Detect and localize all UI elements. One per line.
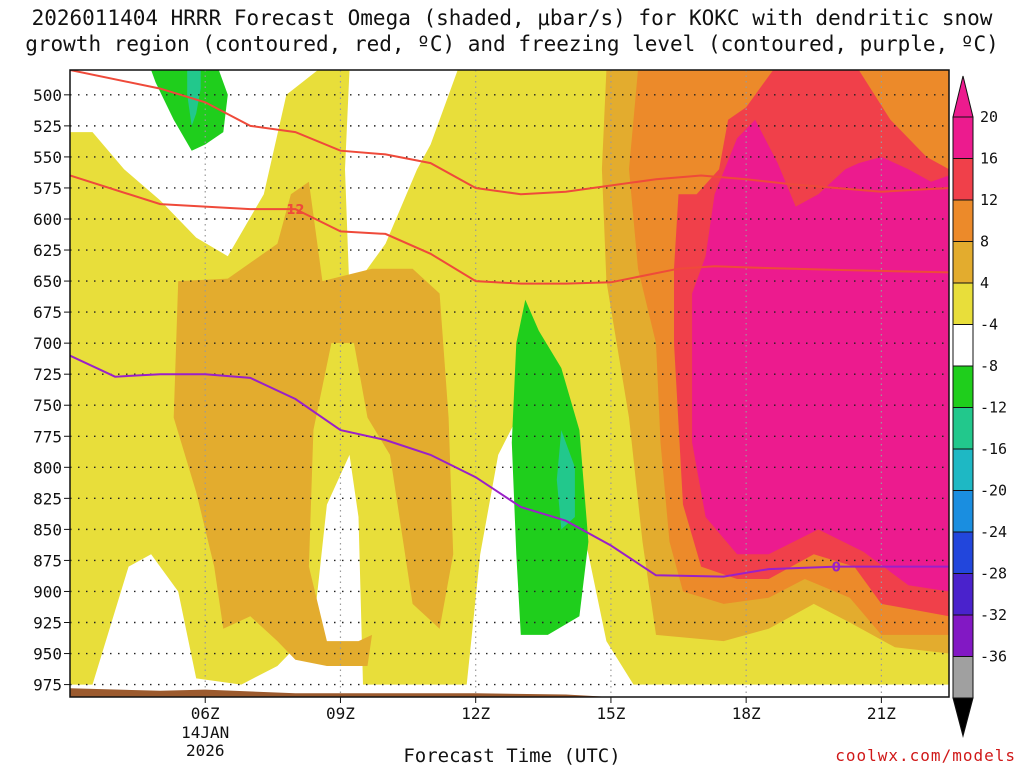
ytick-label-900: 900 (33, 582, 62, 601)
ground-terrain (70, 688, 611, 697)
credit-link[interactable]: coolwx.com/models (835, 746, 1016, 765)
omega-region-neg8-9 (556, 430, 575, 530)
colorbar-bottom-arrow (952, 697, 974, 738)
ytick-label-950: 950 (33, 645, 62, 664)
chart-title-line1: 2026011404 HRRR Forecast Omega (shaded, … (31, 6, 993, 30)
ytick-label-800: 800 (33, 458, 62, 477)
ytick-label-775: 775 (33, 427, 62, 446)
colorbar-label--36: -36 (980, 648, 1007, 666)
colorbar-label-20: 20 (980, 108, 998, 126)
ytick-label-650: 650 (33, 272, 62, 291)
xtick-label-06Z: 06Z (191, 704, 220, 723)
colorbar: 20 16 12 8 4 -4 -8 -12 -16 -20 -24 -28 -32 -36 (952, 75, 1007, 738)
colorbar-label-4: 4 (980, 274, 989, 292)
contour-dgz-lower (70, 174, 949, 285)
ytick-label-500: 500 (33, 86, 62, 105)
colorbar-band-zero (952, 324, 974, 367)
colorbar-label--20: -20 (980, 482, 1007, 500)
colorbar-label-16: 16 (980, 150, 998, 168)
ytick-label-550: 550 (33, 148, 62, 167)
chart-title-line2: growth region (contoured, red, ºC) and f… (25, 32, 999, 56)
colorbar-band-pos8 (952, 241, 974, 284)
contour-label-dgz-lower: 12 (286, 203, 304, 218)
ytick-label-975: 975 (33, 676, 62, 695)
ytick-label-700: 700 (33, 334, 62, 353)
xtick-label-21Z: 21Z (867, 704, 896, 723)
ytick-label-625: 625 (33, 241, 62, 260)
xtick-label-18Z: 18Z (732, 704, 761, 723)
colorbar-band-neg20 (952, 531, 974, 574)
colorbar-label--24: -24 (980, 523, 1007, 541)
ytick-label-600: 600 (33, 210, 62, 229)
colorbar-label--12: -12 (980, 399, 1007, 417)
ytick-label-750: 750 (33, 396, 62, 415)
xtick-label-12Z: 12Z (461, 704, 490, 723)
xtick-label-15Z: 15Z (596, 704, 625, 723)
omega-region-pos20-5 (692, 119, 949, 592)
colorbar-label--4: -4 (980, 316, 998, 334)
colorbar-band-neg4 (952, 365, 974, 408)
plot-area: 12 0 (70, 70, 949, 697)
x-axis-label: Forecast Time (UTC) (403, 745, 621, 767)
ytick-label-825: 825 (33, 489, 62, 508)
contour-label-freezing-level: 0 (832, 561, 841, 576)
colorbar-label--28: -28 (980, 565, 1007, 583)
ytick-label-925: 925 (33, 614, 62, 633)
colorbar-band-neg24 (952, 573, 974, 616)
colorbar-band-pos16 (952, 158, 974, 201)
colorbar-band-neg32 (952, 656, 974, 699)
ytick-label-850: 850 (33, 520, 62, 539)
xtick-sublabel-0: 14JAN (181, 723, 229, 742)
colorbar-top-arrow (952, 75, 974, 118)
colorbar-label-12: 12 (980, 191, 998, 209)
contour-freezing-level (70, 354, 949, 578)
ytick-label-525: 525 (33, 117, 62, 136)
axes: 500 525 550 575 600 625 650 675 700 725 750 775 800 8… (33, 69, 950, 760)
ytick-label-675: 675 (33, 303, 62, 322)
colorbar-band-neg12 (952, 448, 974, 491)
ytick-label-575: 575 (33, 179, 62, 198)
colorbar-band-pos12 (952, 199, 974, 242)
shaded-layer: 12 0 (70, 70, 949, 697)
ytick-label-875: 875 (33, 551, 62, 570)
ytick-label-725: 725 (33, 365, 62, 384)
contour-dgz-upper (70, 70, 949, 196)
colorbar-label--32: -32 (980, 606, 1007, 624)
colorbar-label--8: -8 (980, 357, 998, 375)
colorbar-band-neg16 (952, 490, 974, 533)
omega-region-pos8-1 (173, 181, 454, 666)
colorbar-band-neg8 (952, 407, 974, 450)
colorbar-band-pos4 (952, 282, 974, 325)
colorbar-band-neg28 (952, 614, 974, 657)
xtick-label-09Z: 09Z (326, 704, 355, 723)
colorbar-band-pos20 (952, 116, 974, 159)
plot-frame (69, 69, 950, 698)
colorbar-label--16: -16 (980, 440, 1007, 458)
xtick-sublabel-1: 2026 (186, 741, 225, 760)
colorbar-label-8: 8 (980, 233, 989, 251)
